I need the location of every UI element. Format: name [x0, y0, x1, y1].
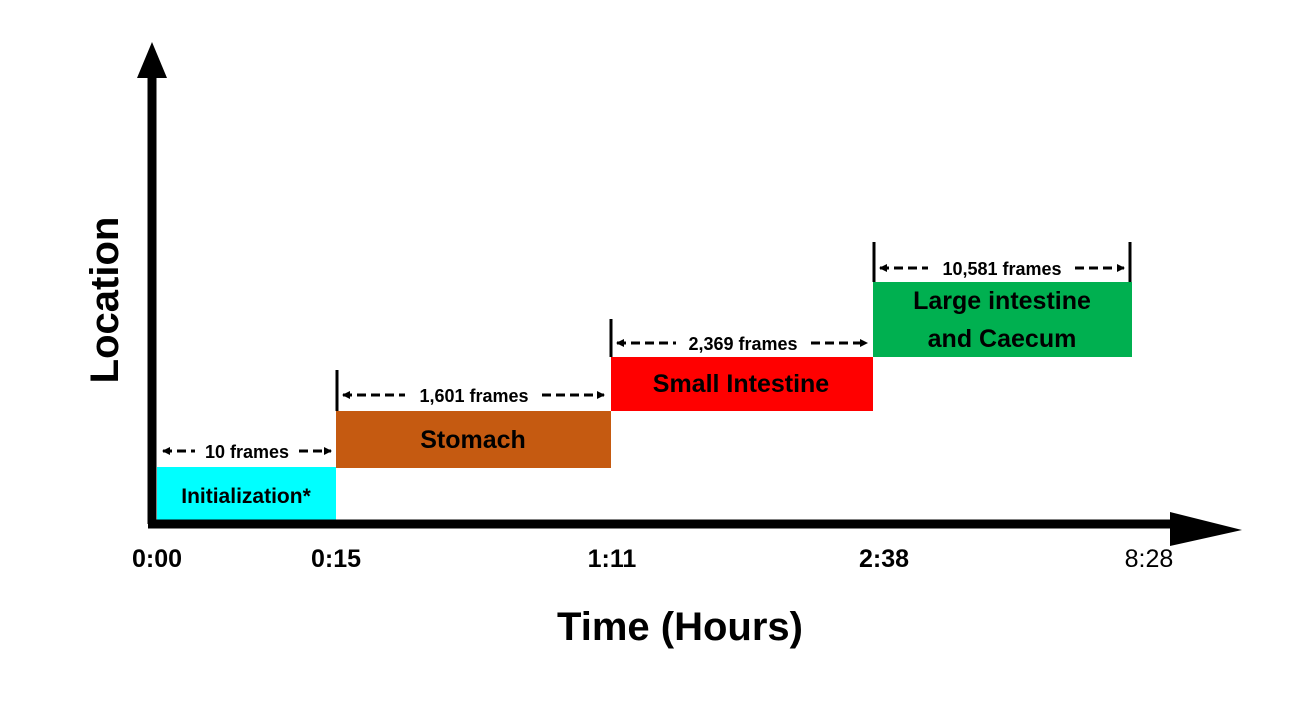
segment-box-initialization — [157, 467, 336, 523]
y-axis-title: Location — [83, 217, 127, 384]
segment-boxes — [157, 282, 1132, 523]
frames-label-stomach: 1,601 frames — [419, 386, 528, 406]
tick-label-0: 0:00 — [132, 545, 182, 573]
segment-label-small-intestine: Small Intestine — [653, 370, 830, 398]
frames-label-small-intestine: 2,369 frames — [688, 334, 797, 354]
y-axis-arrowhead — [137, 42, 167, 78]
segment-box-small-intestine — [611, 357, 873, 411]
tick-label-4: 8:28 — [1125, 545, 1174, 573]
frames-label-initialization: 10 frames — [205, 442, 289, 462]
tick-label-3: 2:38 — [859, 545, 909, 573]
segment-label-large-intestine-line2: and Caecum — [928, 325, 1077, 353]
x-axis-arrowhead — [1170, 512, 1242, 546]
segment-box-large-intestine — [873, 282, 1132, 357]
duration-arrows — [162, 264, 1125, 455]
x-axis-title: Time (Hours) — [557, 605, 803, 649]
segment-label-stomach: Stomach — [420, 426, 526, 454]
segment-label-large-intestine-line1: Large intestine — [913, 287, 1091, 315]
axes — [137, 42, 1242, 546]
segment-box-stomach — [336, 411, 611, 468]
duration-boundaries — [335, 242, 1132, 411]
frames-label-large-intestine: 10,581 frames — [942, 259, 1061, 279]
tick-label-1: 0:15 — [311, 545, 361, 573]
segment-label-initialization: Initialization* — [181, 485, 311, 508]
tick-label-2: 1:11 — [588, 545, 637, 573]
